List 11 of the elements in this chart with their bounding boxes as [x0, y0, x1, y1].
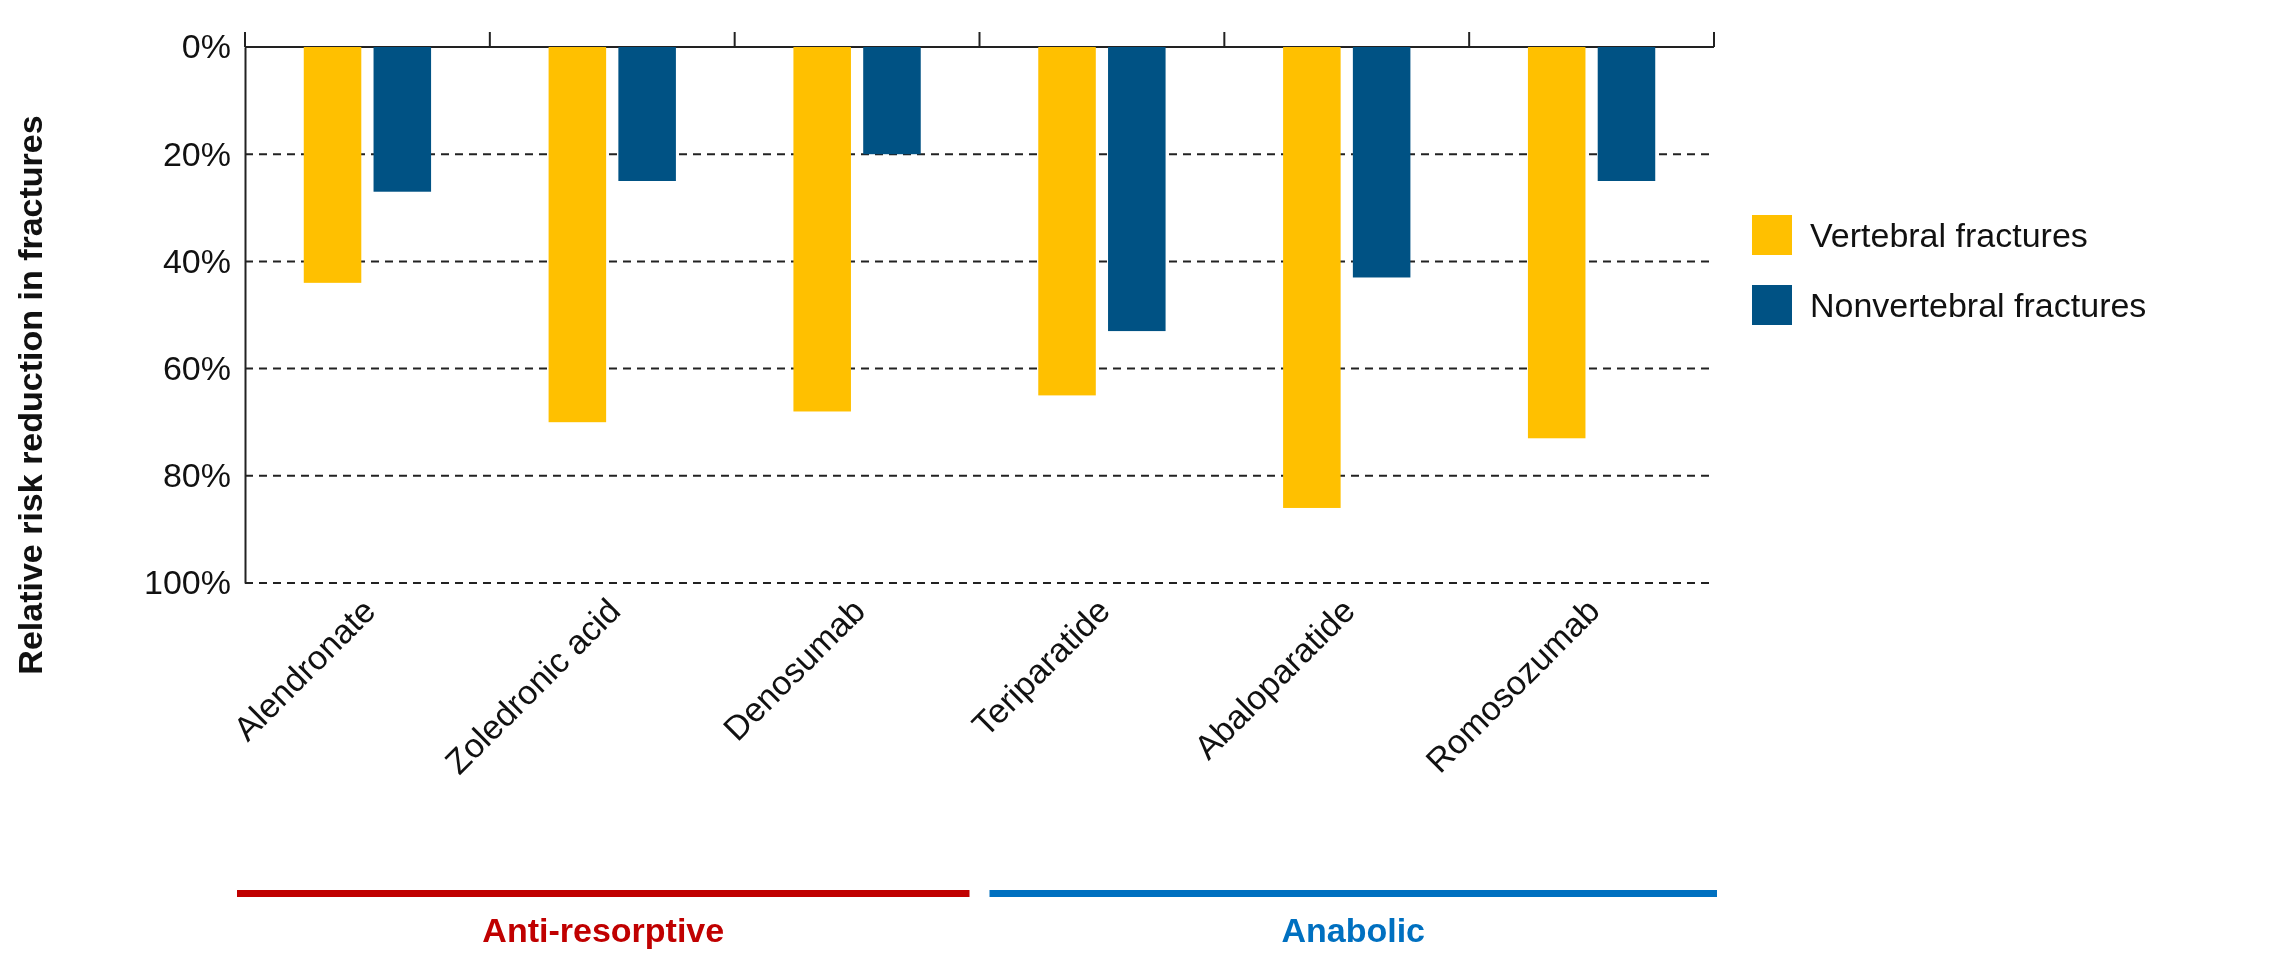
legend-label: Nonvertebral fractures [1810, 286, 2147, 324]
y-tick-label: 0% [181, 27, 231, 66]
legend-label: Vertebral fractures [1810, 216, 2088, 254]
text: Anti-resorptive [482, 911, 725, 949]
y-tick-label: 40% [162, 241, 231, 280]
text: Anabolic [1281, 911, 1426, 949]
y-tick-label: 80% [162, 456, 231, 495]
y-tick-label: 60% [162, 348, 231, 387]
y-tick-label: 100% [144, 563, 231, 602]
y-tick-label: 20% [162, 134, 231, 173]
y-axis-title: Relative risk reduction in fractures [11, 115, 49, 675]
